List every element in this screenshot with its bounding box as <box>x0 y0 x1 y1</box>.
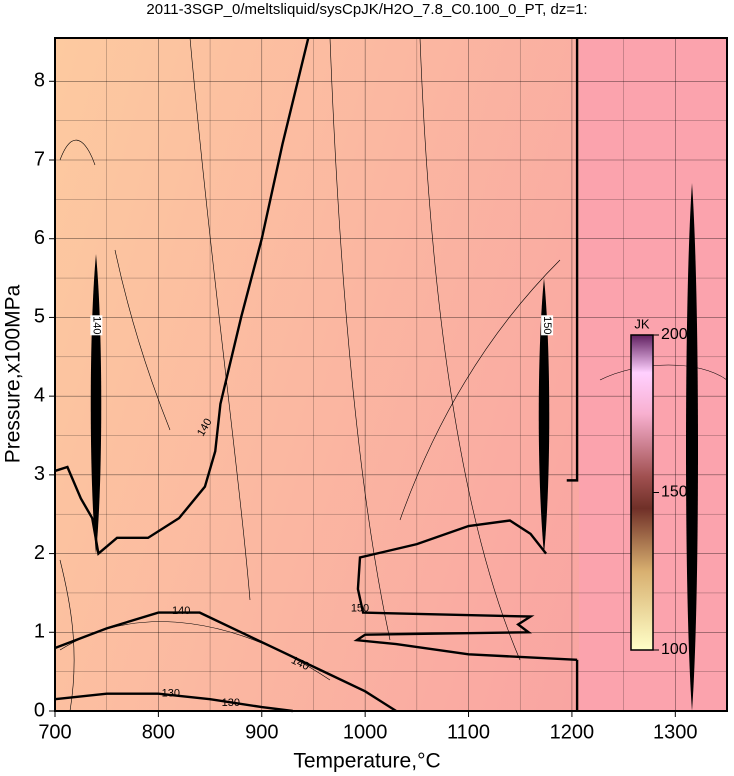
y-tick-label: 5 <box>34 306 45 328</box>
y-tick-label: 1 <box>34 621 45 643</box>
contour-label-text: 130 <box>222 697 240 709</box>
y-tick-label: 4 <box>34 384 45 406</box>
y-tick-label: 0 <box>34 699 45 721</box>
contour-line <box>54 37 310 556</box>
spike <box>538 278 550 554</box>
y-tick-label: 3 <box>34 463 45 485</box>
thin-contour <box>114 249 171 431</box>
colorbar-tick-label: 150 <box>661 484 688 501</box>
contour-label-bg <box>90 315 103 336</box>
contour-label-text: 150 <box>351 603 369 615</box>
contour-label-text: 140 <box>90 316 102 334</box>
contour-label: 150 <box>351 603 369 615</box>
spike <box>686 183 698 711</box>
thin-contours <box>59 38 727 711</box>
colorbar <box>630 334 654 651</box>
contour-line <box>54 692 293 713</box>
y-axis-label: Pressure,x100MPa <box>2 284 25 463</box>
contour-label: 140 <box>90 315 103 336</box>
contour-label-text: 130 <box>162 688 180 700</box>
thin-contour <box>189 38 251 601</box>
colorbar-tick-label: 100 <box>661 641 688 658</box>
contour-line <box>566 38 579 482</box>
contour-line <box>54 611 397 713</box>
contour-label: 150 <box>541 315 554 336</box>
thin-contour <box>419 38 521 661</box>
y-tick-label: 2 <box>34 542 45 564</box>
contour-line <box>353 519 578 662</box>
contour-label: 140 <box>172 605 190 617</box>
contour-label-text: 150 <box>541 316 553 334</box>
thin-contour <box>329 38 391 641</box>
x-tick-label: 700 <box>38 721 71 743</box>
x-tick-label: 800 <box>142 721 175 743</box>
contour-label: 130 <box>222 697 240 709</box>
colorbar-tick-label: 200 <box>661 326 688 343</box>
chart-title: 2011-3SGP_0/meltsliquid/sysCpJK/H2O_7.8_… <box>146 1 587 18</box>
x-tick-label: 1200 <box>550 721 595 743</box>
contour-label-bg <box>541 315 554 336</box>
contour-label-text: 140 <box>172 605 190 617</box>
x-tick-label: 1300 <box>653 721 698 743</box>
axes: 700 800 900 1000 1100 1200 1300 0 1 2 3 4 5 6 7 8 100 150… <box>34 70 698 744</box>
y-tick-label: 8 <box>34 70 45 92</box>
x-tick-label: 1100 <box>447 721 490 743</box>
thin-contour <box>399 259 561 521</box>
colorbar-label: JK <box>634 316 650 331</box>
plot-frame <box>54 37 728 712</box>
thin-contour <box>59 139 96 166</box>
contour-label: 130 <box>162 688 180 700</box>
thin-contour <box>59 559 75 711</box>
x-tick-label: 1000 <box>343 721 388 743</box>
y-tick-label: 6 <box>34 227 45 249</box>
y-tick-label: 7 <box>34 148 45 170</box>
x-axis-label: Temperature,°C <box>293 750 440 773</box>
x-tick-label: 900 <box>245 721 278 743</box>
thin-contour <box>599 364 727 381</box>
